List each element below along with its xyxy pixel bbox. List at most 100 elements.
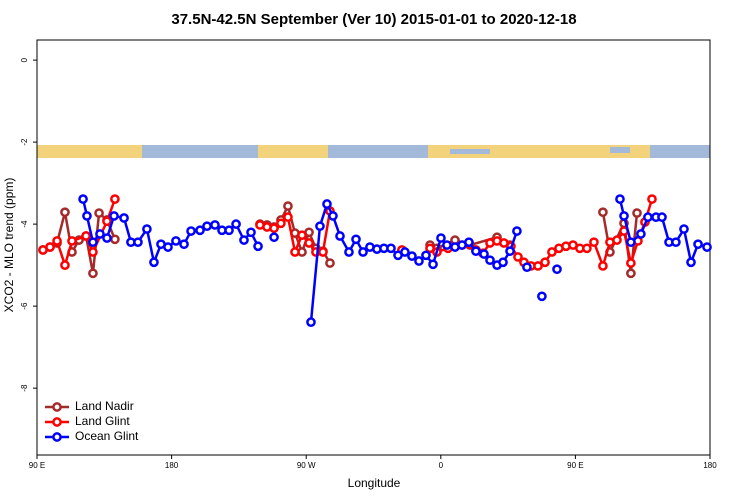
point bbox=[626, 268, 636, 279]
point bbox=[552, 264, 562, 275]
point bbox=[643, 212, 653, 223]
point bbox=[109, 211, 119, 221]
point bbox=[78, 194, 88, 204]
point bbox=[612, 235, 622, 245]
point bbox=[479, 249, 489, 259]
point bbox=[485, 255, 495, 266]
point bbox=[702, 242, 712, 252]
point bbox=[547, 247, 557, 257]
point bbox=[88, 268, 98, 279]
point bbox=[45, 242, 55, 252]
x-tick-label: 90 E bbox=[29, 461, 45, 470]
point bbox=[210, 220, 220, 230]
legend-label: Land Glint bbox=[75, 414, 130, 428]
point bbox=[195, 225, 205, 236]
point bbox=[464, 237, 474, 248]
point bbox=[615, 194, 625, 204]
point bbox=[171, 236, 181, 246]
point bbox=[67, 236, 77, 246]
point bbox=[110, 194, 120, 204]
point bbox=[88, 247, 98, 257]
y-tick-label: -8 bbox=[20, 384, 29, 392]
sea-strip bbox=[610, 147, 630, 153]
point bbox=[60, 260, 70, 270]
point bbox=[239, 235, 249, 245]
point bbox=[224, 225, 234, 236]
point bbox=[60, 207, 70, 218]
point bbox=[407, 251, 417, 261]
point bbox=[290, 247, 300, 257]
point bbox=[276, 218, 286, 229]
land-strip bbox=[428, 145, 650, 158]
point bbox=[358, 247, 368, 257]
point bbox=[679, 224, 689, 234]
point bbox=[142, 224, 152, 234]
point bbox=[626, 258, 636, 268]
x-axis-label: Longitude bbox=[348, 476, 401, 490]
point bbox=[344, 247, 354, 257]
legend-label: Ocean Glint bbox=[75, 429, 139, 443]
point bbox=[110, 234, 120, 245]
y-axis-label: XCO2 - MLO trend (ppm) bbox=[2, 178, 16, 313]
point bbox=[202, 221, 212, 232]
point bbox=[283, 212, 293, 223]
point bbox=[619, 211, 629, 221]
x-tick-label: 90 E bbox=[567, 461, 583, 470]
point bbox=[119, 213, 129, 223]
legend-marker bbox=[52, 432, 62, 442]
point bbox=[582, 243, 592, 254]
point bbox=[325, 258, 335, 268]
point bbox=[283, 201, 293, 211]
point bbox=[179, 239, 189, 250]
x-tick-label: 0 bbox=[439, 461, 444, 470]
point bbox=[328, 211, 338, 221]
point bbox=[522, 262, 532, 273]
point bbox=[335, 231, 345, 241]
point bbox=[297, 230, 307, 241]
series-line bbox=[309, 200, 519, 323]
point bbox=[163, 242, 173, 252]
point bbox=[304, 238, 314, 248]
point bbox=[626, 237, 636, 248]
point bbox=[533, 261, 543, 271]
x-tick-label: 90 W bbox=[297, 461, 316, 470]
point bbox=[589, 237, 599, 248]
point bbox=[95, 229, 105, 239]
point bbox=[269, 223, 279, 234]
point bbox=[671, 237, 681, 248]
point bbox=[512, 226, 522, 236]
point bbox=[149, 257, 159, 268]
point bbox=[318, 247, 328, 257]
point bbox=[102, 216, 112, 227]
point bbox=[94, 208, 104, 218]
point bbox=[428, 259, 438, 270]
point bbox=[421, 250, 431, 261]
point bbox=[269, 232, 279, 243]
point bbox=[81, 231, 91, 241]
point bbox=[306, 317, 316, 327]
point bbox=[231, 219, 241, 229]
y-tick-label: -4 bbox=[20, 220, 29, 228]
legend-marker bbox=[52, 402, 62, 412]
point bbox=[88, 237, 98, 248]
point bbox=[632, 208, 642, 218]
point bbox=[657, 212, 667, 223]
point bbox=[186, 226, 196, 236]
y-tick-label: -6 bbox=[20, 302, 29, 310]
point bbox=[647, 194, 657, 204]
point bbox=[540, 257, 550, 268]
map-strip bbox=[37, 145, 710, 158]
point bbox=[414, 256, 424, 266]
point bbox=[598, 207, 608, 218]
point bbox=[315, 221, 325, 232]
legend-marker bbox=[52, 417, 62, 427]
point bbox=[436, 233, 446, 243]
legend-label: Land Nadir bbox=[75, 399, 134, 413]
y-tick-label: -2 bbox=[20, 138, 29, 146]
chart-title: 37.5N-42.5N September (Ver 10) 2015-01-0… bbox=[171, 11, 576, 28]
point bbox=[386, 243, 396, 254]
point bbox=[513, 252, 523, 262]
point bbox=[400, 247, 410, 257]
